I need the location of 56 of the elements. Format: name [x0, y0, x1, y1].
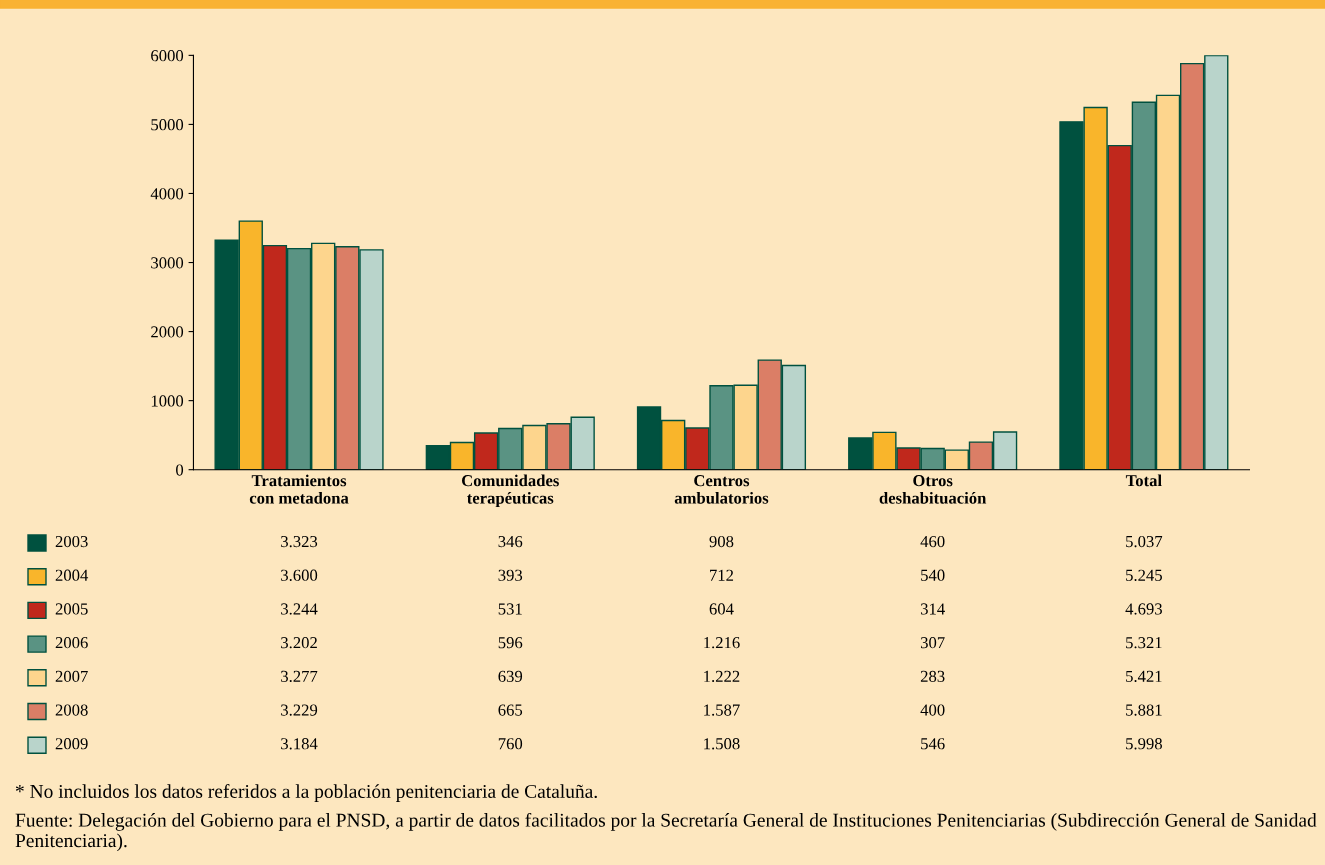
legend-label: 2004 — [55, 569, 89, 581]
data-label: 3.229 — [281, 704, 318, 716]
data-label: 596 — [498, 637, 523, 649]
data-label: 1.216 — [704, 637, 740, 649]
data-label: 393 — [498, 569, 523, 581]
data-label: 5.881 — [1126, 704, 1162, 716]
x-tick-label: Tratamientos con metadona — [249, 474, 349, 504]
data-label: 314 — [920, 603, 945, 615]
data-label: 400 — [920, 704, 945, 716]
y-tick-label: 5000 — [151, 119, 184, 131]
data-label: 908 — [709, 535, 734, 548]
data-label: 3.184 — [281, 738, 318, 750]
y-tick-label: 2000 — [151, 326, 184, 338]
data-label: 604 — [709, 603, 734, 615]
data-label: 3.323 — [281, 535, 318, 548]
text: * No incluidos los datos referidos a la población penitenciaria de Cataluña. — [15, 784, 597, 802]
data-label: 712 — [710, 569, 734, 581]
y-tick-label: 6000 — [151, 50, 184, 62]
x-tick-label: Otros deshabituación — [879, 475, 987, 504]
data-label: 5.245 — [1126, 569, 1162, 581]
data-label: 1.508 — [704, 738, 740, 750]
data-label: 5.998 — [1126, 738, 1162, 750]
x-tick-label: Centros ambulatorios — [674, 475, 769, 504]
data-label: 665 — [498, 704, 523, 716]
data-label: 4.693 — [1125, 603, 1162, 615]
data-label: 3.277 — [281, 670, 318, 683]
data-label: 3.244 — [281, 603, 318, 615]
data-label: 5.321 — [1126, 637, 1162, 649]
data-label: 1.587 — [704, 704, 740, 716]
legend-label: 2008 — [55, 704, 88, 716]
y-tick-label: 0 — [176, 464, 184, 476]
data-label: 3.600 — [281, 569, 318, 581]
data-label: 460 — [920, 535, 945, 548]
legend-label: 2003 — [55, 535, 88, 548]
legend-label: 2005 — [55, 603, 88, 615]
data-label: 531 — [498, 603, 522, 615]
data-label: 760 — [498, 738, 523, 750]
source-note: Fuente: Delegación del Gobierno para el PNSD, a partir de datos facilitados por la Secretaría General de Instituciones Penitenciarias (Subdirección General de Sanidad Penitenciaria). — [15, 812, 1317, 852]
legend-label: 2007 — [55, 670, 88, 682]
data-label: 540 — [921, 569, 945, 581]
data-label: 3.202 — [281, 637, 317, 649]
y-tick-label: 3000 — [151, 257, 184, 269]
y-tick-label: 4000 — [150, 188, 184, 200]
data-label: 346 — [498, 535, 523, 548]
data-label: 283 — [920, 670, 945, 682]
legend-label: 2009 — [55, 738, 88, 750]
legend-label: 2006 — [55, 637, 88, 649]
data-label: 639 — [498, 670, 523, 682]
data-label: 5.037 — [1126, 535, 1163, 548]
data-label: 1.222 — [704, 670, 740, 683]
x-tick-label: Comunidades terapéuticas — [461, 474, 559, 508]
data-label: 5.421 — [1126, 670, 1162, 683]
data-label: 307 — [920, 637, 945, 649]
x-tick-label: Total — [1125, 474, 1162, 487]
data-label: 546 — [921, 738, 945, 750]
y-tick-label: 1000 — [151, 395, 184, 407]
